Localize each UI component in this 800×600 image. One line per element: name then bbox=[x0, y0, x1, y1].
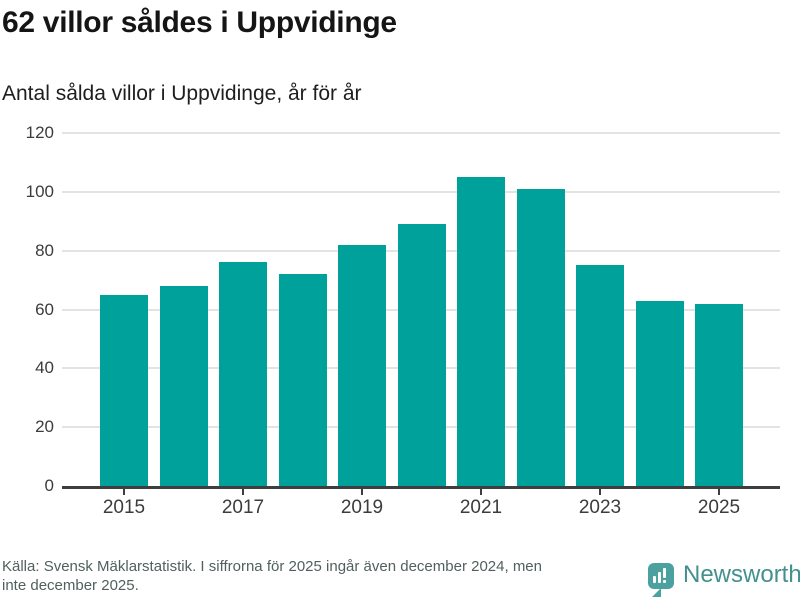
x-tick-label-2019: 2019 bbox=[340, 497, 384, 518]
icon-bar-medium bbox=[658, 572, 661, 583]
x-tick-label-2021: 2021 bbox=[459, 497, 503, 518]
plot-area bbox=[62, 132, 780, 489]
x-tick-label-2015: 2015 bbox=[102, 497, 146, 518]
x-tick-2025 bbox=[718, 489, 720, 495]
newsworthy-speech-bubble-barchart-icon bbox=[648, 563, 674, 589]
y-tick-label-40: 40 bbox=[35, 358, 54, 378]
x-tick-2019 bbox=[361, 489, 363, 495]
newsworthy-logo: Newsworthy bbox=[646, 560, 800, 597]
page-title: 62 villor såldes i Uppvidinge bbox=[2, 6, 397, 39]
bar-2016 bbox=[159, 285, 208, 486]
bar-2025 bbox=[695, 303, 743, 486]
bar-2019 bbox=[338, 244, 386, 486]
y-tick-label-20: 20 bbox=[35, 417, 54, 437]
x-tick-label-2025: 2025 bbox=[697, 497, 741, 518]
gridline-100 bbox=[62, 190, 780, 193]
y-tick-label-0: 0 bbox=[44, 476, 54, 495]
source-note-line2: inte december 2025. bbox=[2, 577, 139, 594]
bar-2015 bbox=[100, 294, 148, 486]
y-tick-label-80: 80 bbox=[35, 240, 54, 260]
bar-chart: 0 20 40 60 80 100 120 2015 2017 2019 2021 2023 2025 bbox=[25, 123, 780, 518]
speech-bubble-tail bbox=[652, 588, 661, 597]
bar-2018 bbox=[278, 274, 327, 486]
y-tick-label-100: 100 bbox=[25, 181, 54, 201]
bar-2023 bbox=[576, 265, 624, 486]
icon-exclamation-dot bbox=[663, 580, 666, 583]
gridline-120 bbox=[62, 132, 780, 134]
icon-bar-small bbox=[653, 576, 656, 583]
x-tick-label-2023: 2023 bbox=[578, 497, 622, 518]
newsworthy-wordmark: Newsworthy bbox=[683, 561, 800, 588]
x-tick-2023 bbox=[599, 489, 601, 495]
source-note-line1: Källa: Svensk Mäklarstatistik. I siffror… bbox=[2, 558, 542, 575]
x-tick-label-2017: 2017 bbox=[221, 497, 265, 518]
bar-2024 bbox=[635, 300, 684, 486]
source-note: Källa: Svensk Mäklarstatistik. I siffror… bbox=[2, 557, 542, 595]
bar-2021 bbox=[457, 177, 505, 486]
x-tick-2021 bbox=[480, 489, 482, 495]
x-tick-2015 bbox=[123, 489, 125, 495]
bar-2020 bbox=[397, 224, 446, 486]
chart-subtitle: Antal sålda villor i Uppvidinge, år för … bbox=[2, 82, 362, 105]
y-tick-label-120: 120 bbox=[25, 123, 54, 142]
y-tick-label-60: 60 bbox=[35, 299, 54, 319]
icon-exclamation-bar bbox=[663, 568, 666, 578]
bar-2017 bbox=[219, 262, 267, 486]
bar-2022 bbox=[516, 188, 565, 486]
x-tick-2017 bbox=[242, 489, 244, 495]
